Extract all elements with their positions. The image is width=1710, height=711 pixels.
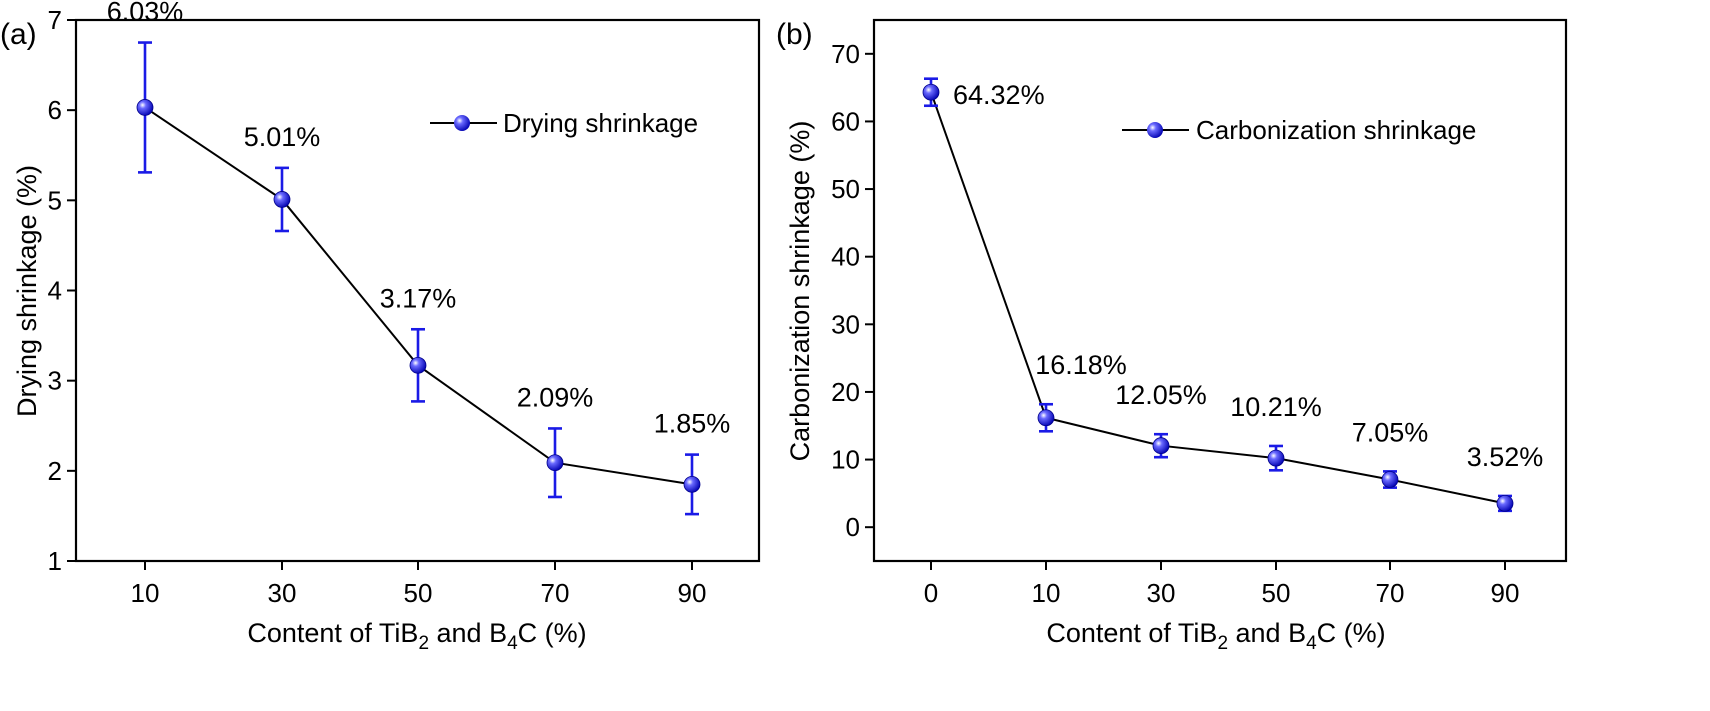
data-point xyxy=(1267,449,1285,467)
x-tick-label: 90 xyxy=(678,578,707,608)
y-tick-label: 30 xyxy=(831,309,860,339)
x-tick-label: 0 xyxy=(924,578,938,608)
y-tick-label: 7 xyxy=(48,5,62,35)
data-point xyxy=(1037,409,1055,427)
x-tick-label: 30 xyxy=(1147,578,1176,608)
legend-label-a: Drying shrinkage xyxy=(503,108,698,138)
x-tick-label: 70 xyxy=(541,578,570,608)
x-axis-label-a: Content of TiB2 and B4C (%) xyxy=(247,618,586,654)
legend-label-b: Carbonization shrinkage xyxy=(1196,115,1476,145)
legend-marker-b xyxy=(1147,122,1163,138)
legend-b: Carbonization shrinkage xyxy=(1122,115,1476,145)
panel-tag-a: (a) xyxy=(0,18,37,51)
panel-tag-b: (b) xyxy=(776,18,813,51)
x-tick-label: 10 xyxy=(1032,578,1061,608)
x-tick-label: 50 xyxy=(404,578,433,608)
data-label: 2.09% xyxy=(517,382,594,412)
data-label: 10.21% xyxy=(1230,392,1322,422)
legend-a: Drying shrinkage xyxy=(430,108,698,138)
y-axis-label-a: Drying shrinkage (%) xyxy=(12,165,42,417)
y-tick-label: 70 xyxy=(831,39,860,69)
y-tick-label: 10 xyxy=(831,445,860,475)
chart-panel-b: (b) 0 10 20 30 40 50 60 70 0 10 30 50 70 90 64.32% 16… xyxy=(776,18,1568,654)
data-label: 3.17% xyxy=(380,283,457,313)
y-tick-label: 3 xyxy=(48,366,62,396)
y-tick-label: 1 xyxy=(48,546,62,576)
x-tick-label: 30 xyxy=(268,578,297,608)
y-axis-label-b: Carbonization shrinkage (%) xyxy=(785,121,815,462)
data-point xyxy=(1496,494,1514,512)
y-tick-label: 6 xyxy=(48,95,62,125)
chart-panel-a: (a) 1 2 3 4 5 6 7 10 30 50 70 90 6.03% 5.01% 3.17% 2.… xyxy=(0,0,761,654)
data-point xyxy=(1152,437,1170,455)
data-point xyxy=(1381,471,1399,488)
y-tick-label: 2 xyxy=(48,456,62,486)
data-point xyxy=(136,99,154,116)
data-label: 16.18% xyxy=(1035,350,1127,380)
data-label: 7.05% xyxy=(1352,417,1429,447)
data-label: 3.52% xyxy=(1467,442,1544,472)
data-point xyxy=(273,191,291,208)
series-line xyxy=(930,91,1506,505)
data-label: 12.05% xyxy=(1115,380,1207,410)
y-tick-label: 50 xyxy=(831,174,860,204)
x-tick-label: 90 xyxy=(1491,578,1520,608)
data-label: 1.85% xyxy=(654,409,731,439)
x-tick-label: 70 xyxy=(1376,578,1405,608)
data-point xyxy=(683,475,701,493)
x-tick-label: 50 xyxy=(1262,578,1291,608)
x-axis-label-b: Content of TiB2 and B4C (%) xyxy=(1046,618,1385,654)
data-label: 6.03% xyxy=(107,0,184,27)
data-label: 64.32% xyxy=(953,80,1045,110)
data-point xyxy=(409,356,427,374)
legend-marker-a xyxy=(454,115,470,131)
y-tick-label: 4 xyxy=(48,276,62,306)
plot-frame-b xyxy=(872,18,1568,563)
y-tick-label: 0 xyxy=(846,512,860,542)
y-tick-label: 5 xyxy=(48,185,62,215)
data-point xyxy=(922,83,940,101)
data-point xyxy=(546,454,564,472)
x-tick-label: 10 xyxy=(131,578,160,608)
data-label: 5.01% xyxy=(244,122,321,152)
y-tick-label: 60 xyxy=(831,106,860,136)
y-tick-label: 20 xyxy=(831,377,860,407)
y-tick-label: 40 xyxy=(831,242,860,272)
